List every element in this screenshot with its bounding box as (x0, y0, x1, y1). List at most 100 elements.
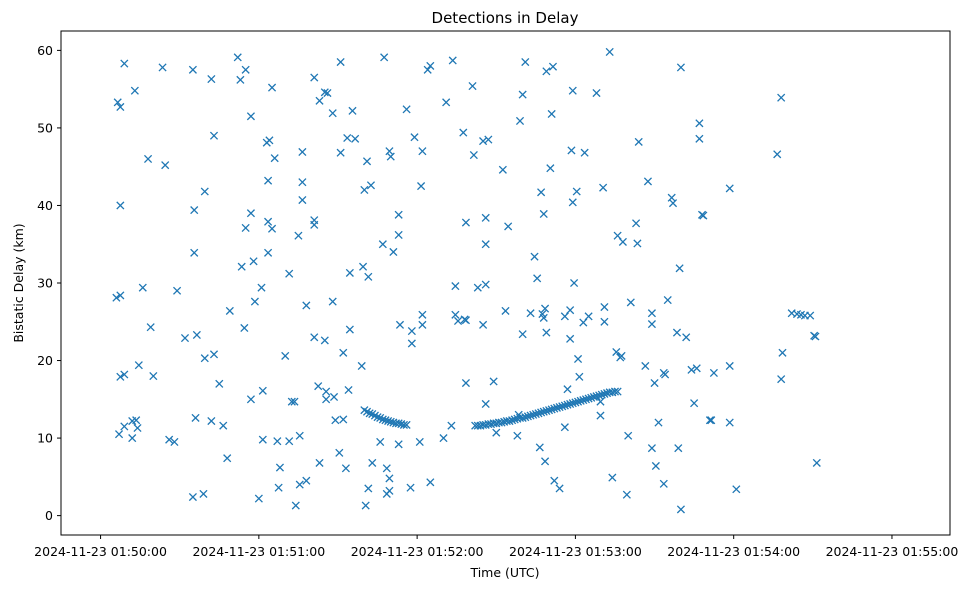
data-point (448, 56, 457, 65)
data-point (567, 146, 576, 155)
data-point (258, 435, 267, 444)
data-point (120, 422, 129, 431)
data-point (199, 489, 208, 498)
data-point (345, 268, 354, 277)
data-point (633, 239, 642, 248)
data-point (120, 59, 129, 68)
data-point (699, 211, 708, 220)
y-axis-title: Bistatic Delay (km) (11, 223, 26, 342)
data-point (550, 404, 559, 413)
data-point (358, 262, 368, 271)
data-point (188, 492, 197, 502)
data-point (510, 415, 519, 424)
data-point (364, 484, 373, 493)
data-point (479, 137, 488, 146)
data-point (568, 86, 577, 95)
data-point (489, 377, 498, 386)
data-point (725, 361, 734, 371)
data-point (584, 312, 593, 321)
data-point (273, 437, 282, 446)
x-tick-label: 2024-11-23 01:55:00 (826, 544, 959, 559)
data-point (579, 396, 588, 405)
data-point (572, 187, 581, 196)
data-point (402, 420, 411, 429)
data-point (580, 148, 589, 157)
data-point (479, 320, 488, 329)
data-point (518, 330, 527, 339)
data-point (298, 178, 307, 187)
data-point (328, 109, 337, 118)
data-point (348, 106, 357, 115)
data-point (498, 165, 507, 174)
data-point (394, 230, 403, 239)
data-point (190, 206, 199, 215)
data-point (542, 406, 551, 415)
data-point (376, 437, 385, 447)
data-point (364, 272, 373, 281)
data-point (389, 247, 398, 257)
data-point (295, 431, 304, 440)
data-point (584, 394, 593, 403)
y-tick-label: 40 (37, 198, 53, 213)
data-point (451, 282, 460, 291)
data-point (138, 283, 147, 292)
data-point (468, 81, 477, 91)
data-point (544, 406, 554, 415)
data-point (484, 135, 493, 144)
data-point (380, 53, 389, 62)
data-point (114, 430, 124, 439)
plot-frame (60, 30, 951, 536)
data-point (566, 334, 575, 343)
data-point (526, 309, 535, 318)
data-point (596, 411, 605, 420)
data-point (302, 476, 311, 485)
data-point (415, 437, 424, 447)
data-point (128, 434, 137, 443)
data-point (539, 407, 548, 416)
data-point (335, 448, 344, 457)
data-point (608, 473, 617, 482)
data-point (592, 88, 601, 98)
y-axis-ticks: 0 10 20 30 40 50 60 (37, 43, 61, 523)
data-point (501, 306, 510, 315)
data-point (674, 444, 683, 453)
data-point (285, 269, 294, 278)
data-point (329, 392, 339, 402)
data-point (407, 327, 416, 336)
data-point (257, 283, 266, 292)
data-point (675, 264, 684, 273)
data-point (362, 157, 372, 166)
data-point (643, 177, 653, 186)
data-point (560, 312, 569, 321)
data-point (302, 301, 311, 310)
data-point (215, 379, 224, 388)
data-point (575, 372, 584, 381)
data-point (315, 458, 324, 467)
data-point (453, 316, 463, 326)
data-point (339, 415, 348, 424)
data-point (705, 416, 714, 425)
data-point (298, 195, 307, 205)
data-point (612, 347, 621, 357)
data-point (343, 133, 352, 143)
data-point (285, 437, 294, 446)
data-point (241, 223, 250, 233)
data-point (149, 371, 158, 381)
data-point (521, 57, 530, 67)
data-point (560, 401, 569, 410)
data-point (497, 418, 506, 427)
data-point (394, 440, 403, 449)
data-point (406, 483, 415, 492)
data-point (560, 423, 569, 432)
data-point (492, 428, 501, 437)
data-point (613, 231, 622, 240)
x-tick-label: 2024-11-23 01:52:00 (351, 544, 484, 559)
data-markers (112, 47, 821, 514)
data-point (264, 176, 273, 185)
data-point (336, 148, 345, 157)
data-point (385, 474, 394, 483)
data-point (811, 332, 820, 341)
data-point (310, 333, 319, 342)
data-point (573, 397, 583, 406)
data-point (695, 119, 704, 128)
